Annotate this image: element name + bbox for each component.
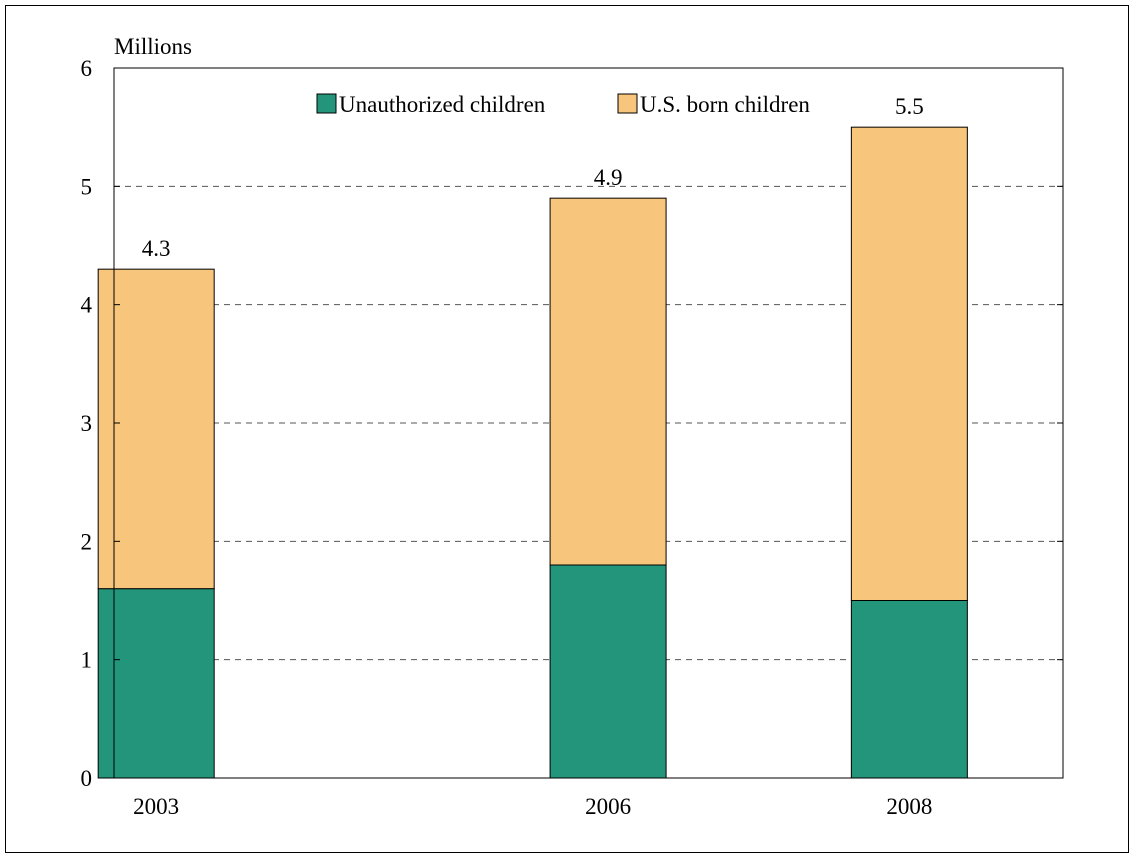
y-tick-label: 4 xyxy=(81,293,93,318)
x-tick-label: 2008 xyxy=(886,794,932,819)
bars xyxy=(97,126,968,779)
y-tick-label: 3 xyxy=(81,411,93,436)
total-label: 4.3 xyxy=(142,236,171,261)
y-axis-label: Millions xyxy=(114,34,192,59)
bar-segment-unauthorized xyxy=(97,588,215,779)
y-tick-label: 0 xyxy=(81,766,93,791)
legend: Unauthorized children U.S. born children xyxy=(316,92,810,117)
y-axis: 0 1 2 3 4 5 6 xyxy=(81,56,1063,791)
legend-swatch xyxy=(316,93,337,114)
bar-segment-us-born xyxy=(549,197,667,566)
legend-label: Unauthorized children xyxy=(339,92,546,117)
bar-segment-us-born xyxy=(850,126,968,602)
total-labels: 4.3 4.9 5.5 xyxy=(142,94,924,261)
y-tick-label: 6 xyxy=(81,56,93,81)
legend-swatch xyxy=(617,93,638,114)
y-tick-label: 2 xyxy=(81,529,93,554)
x-axis: 2003 2006 2008 xyxy=(133,794,932,819)
bar-segment-unauthorized xyxy=(850,600,968,779)
bar-segment-unauthorized xyxy=(549,564,667,779)
y-tick-label: 1 xyxy=(81,648,93,673)
y-tick-label: 5 xyxy=(81,174,93,199)
x-tick-label: 2003 xyxy=(133,794,179,819)
bar-segment-us-born xyxy=(97,268,215,590)
total-label: 4.9 xyxy=(594,165,623,190)
x-tick-label: 2006 xyxy=(585,794,631,819)
total-label: 5.5 xyxy=(895,94,924,119)
legend-label: U.S. born children xyxy=(640,92,810,117)
